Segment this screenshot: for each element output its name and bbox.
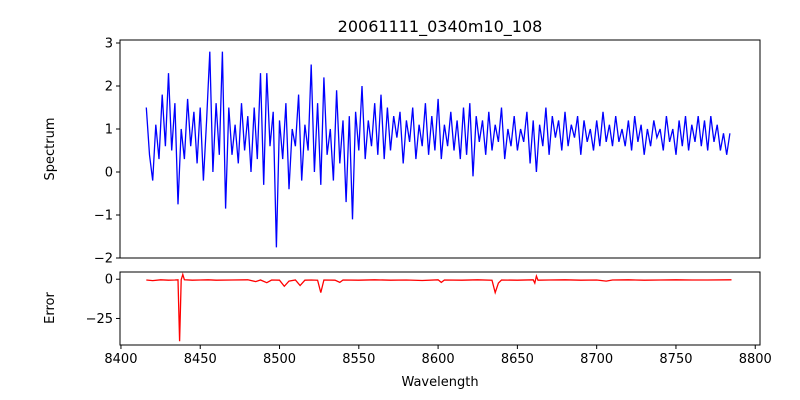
x-tick-label: 8650 [501,352,534,367]
x-tick-label: 8700 [580,352,613,367]
y-tick-label: −2 [94,252,113,267]
y-tick-label: 3 [105,37,113,52]
y-tick-label: 2 [105,80,113,95]
data-line [146,272,732,342]
x-axis-label: Wavelength [401,375,478,390]
spectrum-panel: −2 −1 0 1 2 3 [94,37,761,267]
x-tick-label: 8400 [104,352,137,367]
x-tick-label: 8450 [184,352,217,367]
x-tick-label: 8500 [263,352,296,367]
y-axis-label-spectrum: Spectrum [43,118,58,181]
y-tick-label: 0 [105,273,113,288]
plot-frame [119,39,761,259]
data-line [145,51,731,248]
x-tick-label: 8800 [739,352,772,367]
y-tick-label: −25 [86,312,113,327]
x-tick-label: 8750 [659,352,692,367]
chart-title: 20061111_0340m10_108 [338,17,543,37]
y-axis-label-error: Error [43,292,58,324]
x-tick-label: 8600 [422,352,455,367]
error-panel: 0 −25 8400 8450 8500 8550 8600 8650 8700 8750 8800 [86,271,772,367]
x-tick-label: 8550 [342,352,375,367]
y-tick-label: −1 [94,209,113,224]
plot-frame [119,271,761,346]
y-tick-label: 1 [105,123,113,138]
y-tick-label: 0 [105,166,113,181]
